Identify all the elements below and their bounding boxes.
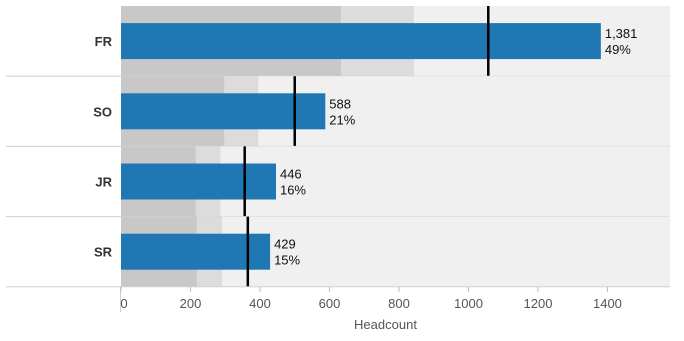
- percent-label-jr: 16%: [280, 183, 306, 198]
- value-label-so: 588: [329, 96, 351, 111]
- x-axis: 0 200 400 600 800 1000 1200 1400: [120, 286, 622, 312]
- category-label-fr: FR: [95, 34, 113, 49]
- bar-sr: [121, 233, 271, 270]
- bar-jr: [121, 163, 276, 200]
- x-tick-label: 1400: [593, 296, 622, 311]
- percent-label-sr: 15%: [274, 253, 300, 268]
- value-label-sr: 429: [274, 237, 296, 252]
- x-tick-label: 200: [180, 296, 202, 311]
- value-label-jr: 446: [280, 167, 302, 182]
- bar-so: [121, 93, 326, 130]
- category-label-sr: SR: [94, 245, 113, 260]
- x-tick-label: 1200: [524, 296, 553, 311]
- category-label-jr: JR: [95, 175, 112, 190]
- x-tick-label: 800: [388, 296, 410, 311]
- percent-label-so: 21%: [329, 112, 355, 127]
- x-tick-label: 1000: [454, 296, 483, 311]
- value-label-fr: 1,381: [605, 26, 638, 41]
- x-axis-title: Headcount: [354, 317, 417, 332]
- x-tick-label: 0: [120, 296, 127, 311]
- category-label-so: SO: [93, 104, 112, 119]
- bar-fr: [121, 23, 601, 60]
- x-tick-label: 600: [319, 296, 341, 311]
- x-tick-label: 400: [249, 296, 271, 311]
- percent-label-fr: 49%: [605, 42, 631, 57]
